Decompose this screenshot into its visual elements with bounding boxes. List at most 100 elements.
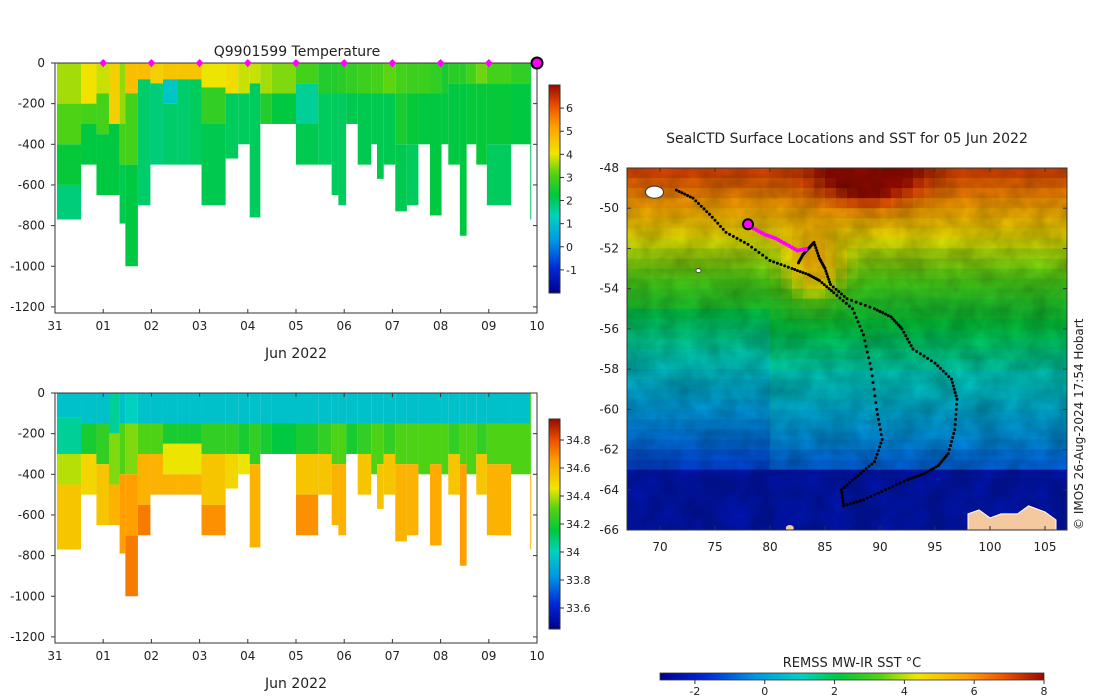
y-tick-label: -200 bbox=[18, 97, 45, 111]
profile-cell bbox=[338, 393, 347, 424]
profile-cell bbox=[249, 63, 261, 84]
profile-cell bbox=[177, 474, 190, 495]
x-tick-label: 01 bbox=[96, 649, 111, 663]
track-point bbox=[731, 234, 735, 238]
profile-column bbox=[249, 393, 261, 548]
track-point bbox=[872, 387, 876, 391]
track-point bbox=[875, 452, 879, 456]
track-point bbox=[840, 490, 844, 494]
track-point bbox=[680, 191, 684, 195]
profile-cell bbox=[476, 423, 487, 454]
lon-tick-label: 85 bbox=[817, 540, 832, 554]
track-point bbox=[840, 292, 843, 296]
profile-cell bbox=[383, 453, 396, 495]
profile-cell bbox=[466, 423, 477, 475]
track-point bbox=[863, 339, 867, 343]
profile-cell bbox=[476, 83, 487, 165]
sst-map-panel: SealCTD Surface Locations and SST for 05… bbox=[599, 131, 1086, 698]
lon-tick-label: 100 bbox=[979, 540, 1002, 554]
track-point bbox=[924, 470, 928, 474]
lat-tick-label: -58 bbox=[599, 362, 619, 376]
track-point bbox=[848, 502, 852, 506]
track-point bbox=[728, 232, 732, 236]
profile-cell bbox=[466, 83, 477, 145]
profile-cell bbox=[418, 63, 430, 94]
track-point bbox=[950, 377, 953, 381]
colorbar-tick-label: 2 bbox=[566, 195, 573, 208]
profile-column bbox=[406, 393, 419, 536]
profile-cell bbox=[260, 393, 272, 424]
track-point bbox=[772, 260, 776, 264]
track-point bbox=[907, 340, 911, 344]
lat-tick-label: -64 bbox=[599, 483, 619, 497]
sst-colorbar-tick-label: 8 bbox=[1041, 685, 1048, 698]
track-point bbox=[862, 469, 865, 473]
profile-cell bbox=[530, 474, 532, 550]
profile-cell bbox=[189, 443, 202, 475]
track-point bbox=[831, 285, 835, 289]
profile-cell bbox=[530, 393, 532, 475]
x-tick-label: 02 bbox=[144, 319, 159, 333]
profile-cell bbox=[418, 423, 430, 475]
profile-cell bbox=[448, 63, 460, 84]
kerguelen-island bbox=[645, 185, 664, 199]
profile-column bbox=[486, 393, 511, 536]
profile-cell bbox=[137, 79, 151, 206]
profile-cell bbox=[383, 393, 396, 424]
salinity-profiles bbox=[56, 393, 532, 597]
profile-cell bbox=[331, 63, 339, 94]
track-point bbox=[891, 317, 895, 321]
profile-cell bbox=[395, 423, 407, 465]
track-point bbox=[826, 275, 830, 279]
profile-cell bbox=[125, 423, 138, 475]
profile-column bbox=[260, 393, 272, 454]
profile-column bbox=[441, 63, 449, 145]
profile-column bbox=[119, 63, 126, 224]
profile-cell bbox=[119, 474, 126, 554]
track-point bbox=[895, 321, 898, 325]
surface-marker bbox=[484, 59, 493, 67]
profile-column bbox=[108, 393, 120, 526]
profile-cell bbox=[476, 453, 487, 495]
track-point bbox=[867, 356, 871, 360]
surface-marker bbox=[388, 59, 397, 67]
profile-column bbox=[318, 393, 332, 495]
profile-column bbox=[383, 63, 396, 165]
profile-cell bbox=[150, 423, 163, 454]
track-point bbox=[847, 304, 851, 308]
lat-tick-label: -60 bbox=[599, 402, 619, 416]
track-point bbox=[708, 212, 711, 216]
track-point bbox=[873, 460, 876, 464]
profile-cell bbox=[357, 63, 372, 94]
profile-column bbox=[271, 63, 296, 124]
profile-column bbox=[189, 63, 202, 165]
profile-cell bbox=[331, 93, 339, 196]
profile-cell bbox=[486, 63, 511, 84]
track-point bbox=[922, 472, 926, 476]
track-point bbox=[746, 242, 750, 246]
salinity-panel: 0 -200 -400 -600 -800 -1000 -1200 31 01 02 03 04 05… bbox=[10, 386, 590, 692]
map-frame bbox=[626, 167, 1068, 531]
profile-cell bbox=[406, 423, 419, 465]
y-tick-label: -600 bbox=[18, 178, 45, 192]
track-point bbox=[914, 475, 918, 479]
profile-cell bbox=[448, 393, 460, 424]
profile-cell bbox=[376, 63, 384, 94]
profile-cell bbox=[81, 103, 97, 124]
colorbar-tick-label: 4 bbox=[566, 148, 573, 161]
profile-cell bbox=[296, 423, 319, 454]
profile-column bbox=[56, 393, 82, 550]
track-point bbox=[817, 254, 821, 258]
colorbar-tick-label: 34 bbox=[566, 546, 580, 559]
profile-column bbox=[225, 63, 239, 159]
track-point bbox=[870, 462, 874, 466]
y-tick-label: -400 bbox=[18, 467, 45, 481]
track-point bbox=[936, 364, 940, 368]
profile-cell bbox=[486, 144, 511, 206]
track-point bbox=[850, 298, 854, 302]
salinity-x-label: Jun 2022 bbox=[264, 676, 327, 692]
track-point bbox=[677, 189, 681, 193]
track-point bbox=[908, 477, 912, 481]
profile-column bbox=[81, 63, 97, 165]
profile-cell bbox=[249, 83, 261, 218]
